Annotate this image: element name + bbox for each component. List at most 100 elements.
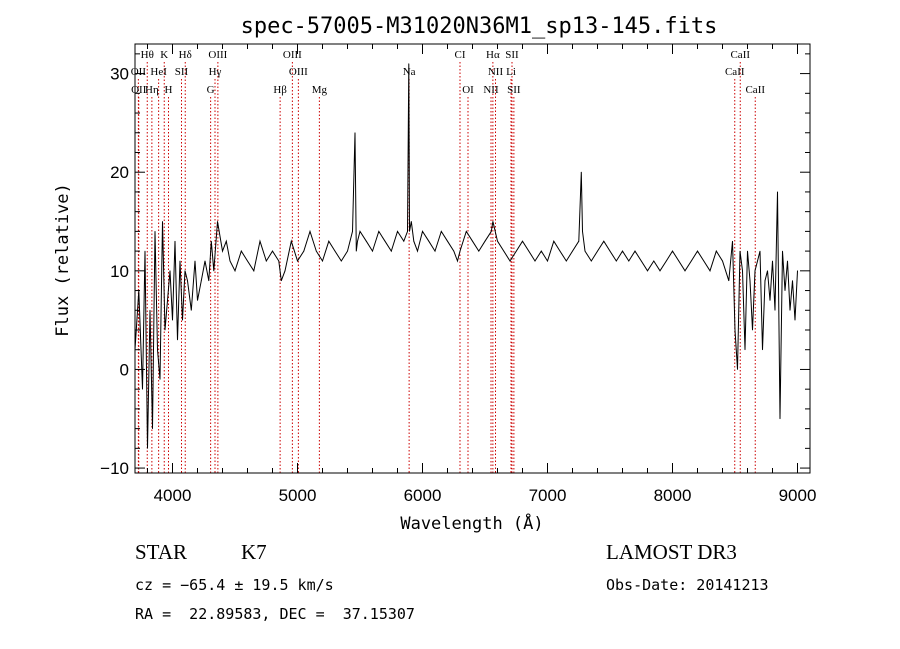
- data-point-56: [357, 240, 358, 242]
- data-point-75: [447, 240, 448, 242]
- data-point-28: [213, 270, 215, 272]
- data-point-98: [578, 240, 580, 242]
- data-point-105: [609, 250, 611, 252]
- data-point-133: [752, 329, 753, 331]
- data-point-151: [797, 270, 798, 272]
- coordinates: RA = 22.89583, DEC = 37.15307: [135, 605, 415, 623]
- data-point-41: [280, 280, 282, 282]
- data-point-109: [634, 250, 636, 252]
- line-label-17: CaII: [725, 66, 745, 78]
- series-line-flux: [134, 63, 798, 449]
- data-point-19: [184, 270, 186, 272]
- data-point-92: [540, 250, 542, 252]
- data-point-16: [177, 339, 178, 341]
- data-point-90: [528, 250, 530, 252]
- data-point-147: [787, 260, 788, 262]
- data-point-136: [759, 250, 761, 252]
- data-point-15: [174, 240, 176, 242]
- data-point-124: [728, 280, 730, 282]
- data-point-59: [372, 250, 373, 252]
- data-point-145: [782, 250, 783, 252]
- survey-name: LAMOST DR3: [606, 540, 737, 564]
- y-tick-label: 10: [110, 262, 129, 281]
- data-point-94: [553, 240, 555, 242]
- data-point-119: [697, 250, 698, 252]
- data-point-117: [684, 270, 686, 272]
- data-point-84: [492, 221, 494, 222]
- data-point-40: [278, 260, 280, 262]
- data-point-102: [590, 260, 592, 262]
- data-point-27: [210, 240, 212, 242]
- line-label-6: Hα: [486, 49, 500, 61]
- data-point-10: [162, 221, 163, 222]
- data-point-3: [144, 250, 146, 252]
- data-point-110: [640, 260, 642, 262]
- data-point-9: [159, 378, 161, 380]
- data-point-121: [709, 270, 711, 272]
- data-point-141: [772, 260, 773, 262]
- data-point-38: [265, 260, 267, 262]
- x-tick-label: 6000: [404, 486, 442, 505]
- data-point-118: [690, 260, 692, 262]
- line-label-10: HeI: [150, 66, 167, 78]
- data-point-60: [378, 230, 380, 232]
- data-point-32: [229, 260, 231, 262]
- data-point-93: [547, 260, 548, 262]
- data-point-4: [147, 447, 148, 449]
- data-point-148: [789, 309, 791, 311]
- data-point-47: [315, 250, 317, 252]
- line-label-26: SII: [507, 84, 521, 96]
- data-point-67: [409, 230, 410, 232]
- line-label-9: OII: [131, 66, 147, 78]
- data-point-127: [737, 369, 738, 370]
- data-point-115: [672, 250, 673, 252]
- data-point-11: [164, 329, 166, 331]
- data-point-101: [584, 250, 586, 252]
- data-point-125: [732, 240, 733, 242]
- data-point-87: [509, 260, 511, 262]
- data-point-113: [659, 270, 661, 272]
- line-label-11: SII: [175, 66, 189, 78]
- data-point-35: [247, 260, 248, 262]
- data-point-65: [407, 230, 408, 232]
- data-point-61: [384, 240, 386, 242]
- data-point-42: [284, 270, 286, 272]
- data-point-18: [182, 319, 183, 321]
- data-point-7: [154, 230, 156, 232]
- data-point-86: [503, 250, 505, 252]
- line-label-16: Li: [506, 66, 516, 78]
- line-label-20: H: [165, 84, 173, 96]
- line-label-8: CaII: [730, 49, 750, 61]
- x-tick-label: 9000: [779, 486, 817, 505]
- data-point-46: [309, 230, 311, 232]
- data-point-51: [340, 260, 342, 262]
- data-point-142: [774, 309, 776, 311]
- data-point-122: [715, 250, 717, 252]
- data-point-140: [769, 300, 771, 301]
- data-point-8: [157, 349, 158, 351]
- data-point-123: [722, 260, 723, 262]
- y-tick-label: 0: [120, 360, 129, 379]
- line-label-15: NII: [488, 66, 504, 78]
- emission-line-markers: Hθ K Hδ OIII OIII CI Hα SII CaII OII HeI SII Hγ OIII N…: [131, 49, 765, 473]
- data-point-130: [744, 349, 746, 351]
- data-point-108: [628, 260, 630, 262]
- data-point-49: [328, 240, 330, 242]
- y-tick-label: 20: [110, 163, 129, 182]
- data-point-12: [167, 300, 168, 301]
- data-point-44: [297, 260, 298, 262]
- data-point-2: [142, 388, 143, 390]
- line-label-19: Hη: [145, 84, 159, 96]
- data-point-55: [355, 250, 357, 252]
- data-point-33: [234, 270, 236, 272]
- data-point-78: [459, 250, 461, 252]
- x-tick-label: 4000: [154, 486, 192, 505]
- y-axis-label: Flux (relative): [53, 183, 73, 337]
- object-class: STAR: [135, 540, 187, 564]
- data-point-29: [217, 221, 218, 222]
- redshift-cz: cz = −65.4 ± 19.5 km/s: [135, 576, 334, 594]
- data-point-99: [580, 171, 582, 173]
- data-point-31: [225, 240, 227, 242]
- data-point-52: [347, 250, 348, 252]
